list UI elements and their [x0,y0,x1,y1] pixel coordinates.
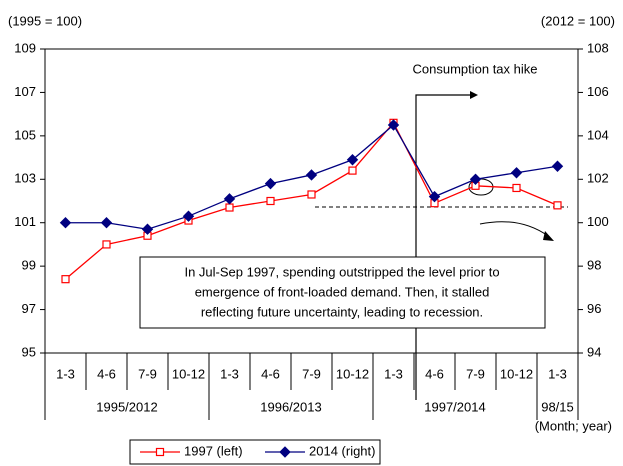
marker [469,173,482,185]
y2-axis-label: (2012 = 100) [541,13,615,28]
x-tick-label: 10-12 [336,366,369,381]
x-tick-label: 4-6 [261,366,280,381]
y2-tick-label: 102 [587,171,609,186]
y-tick-label: 97 [22,301,36,316]
y2-tick-label: 106 [587,84,609,99]
x-tick-label: 1-3 [384,366,403,381]
note-line: reflecting future uncertainty, leading t… [201,304,483,319]
note-line: In Jul-Sep 1997, spending outstripped th… [184,264,499,279]
marker [61,275,70,284]
legend-label: 2014 (right) [309,443,375,458]
marker [551,160,564,172]
marker [223,193,236,205]
marker [348,166,357,175]
y2-tick-label: 104 [587,127,609,142]
marker [553,201,562,210]
marker [264,177,277,190]
marker [510,167,523,179]
x-tick-label: 10-12 [172,366,205,381]
x-tick-label: 7-9 [138,366,157,381]
plot-frame [44,48,579,354]
series-line [65,121,558,280]
y-tick-label: 95 [22,344,36,359]
marker [512,183,521,193]
x-tick-label: 7-9 [302,366,321,381]
y-tick-label: 103 [14,171,36,186]
y-axis-label: (1995 = 100) [8,13,82,28]
y-tick-label: 107 [14,84,36,99]
arrow-head [470,91,478,99]
legend-label: 1997 (left) [184,443,243,458]
marker [100,217,113,229]
marker [279,446,291,458]
y2-tick-label: 100 [587,214,609,229]
y2-tick-label: 108 [587,40,609,55]
note-line: emergence of front-loaded demand. Then, … [195,284,490,299]
marker [307,190,316,199]
marker [305,169,318,181]
trend-arrow [479,221,549,237]
y-tick-label: 105 [14,127,36,142]
y-tick-label: 101 [14,214,36,229]
marker [428,190,441,203]
marker [387,119,400,131]
group-label: 1995/2012 [96,399,157,414]
x-tick-label: 1-3 [56,366,75,381]
marker [266,196,275,206]
group-label: 98/15 [541,399,574,414]
marker [182,210,195,222]
y2-tick-label: 94 [587,344,601,359]
x-tick-label: 4-6 [425,366,444,381]
marker [155,447,165,457]
y-tick-label: 99 [22,258,36,273]
x-axis-label: (Month; year) [535,418,612,433]
y2-tick-label: 98 [587,258,601,273]
group-label: 1997/2014 [424,399,485,414]
arrow-head [543,231,554,241]
legend [129,439,381,465]
y2-tick-label: 96 [587,301,601,316]
tax-hike-arrow [415,94,470,400]
x-tick-label: 1-3 [220,366,239,381]
annotation: Consumption tax hike [412,61,537,76]
marker [346,154,359,166]
marker [225,203,234,212]
x-tick-label: 7-9 [466,366,485,381]
note-box [139,256,546,329]
x-tick-label: 10-12 [500,366,533,381]
y-tick-label: 109 [14,40,36,55]
marker [59,217,72,229]
marker [102,240,111,249]
group-label: 1996/2013 [260,399,321,414]
x-tick-label: 1-3 [548,366,567,381]
x-tick-label: 4-6 [97,366,116,381]
marker [141,223,154,235]
